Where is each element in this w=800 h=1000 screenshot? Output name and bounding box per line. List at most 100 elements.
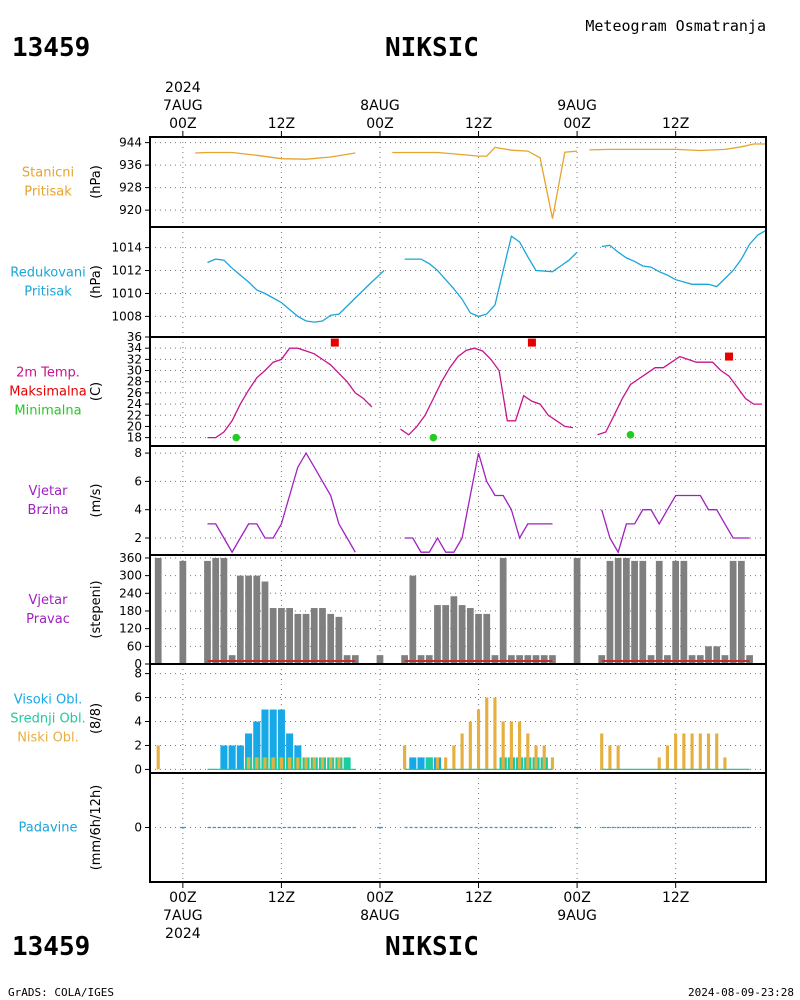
low-cloud-bar — [518, 721, 522, 770]
low-cloud-bar — [476, 709, 481, 770]
time-tick-top: 12Z — [662, 116, 689, 132]
series-line — [207, 258, 385, 323]
direction-bar — [705, 646, 712, 664]
direction-bar — [573, 557, 581, 664]
y-tick-label: 2 — [134, 738, 142, 752]
direction-bar — [713, 646, 721, 664]
y-tick-label: 24 — [127, 397, 142, 411]
high-cloud-bar — [253, 721, 261, 770]
direction-bar — [302, 613, 310, 664]
direction-bar — [606, 560, 614, 664]
date-label-bottom: 9AUG — [557, 908, 597, 924]
y-axis-unit: (hPa) — [89, 265, 104, 299]
low-cloud-bar — [665, 745, 670, 770]
panel-label: Visoki Obl. — [14, 693, 82, 708]
year-label-top: 2024 — [165, 80, 201, 96]
panel-label: Vjetar — [29, 593, 69, 608]
series-line — [589, 143, 766, 152]
mid-cloud-bar — [343, 757, 351, 770]
low-cloud-bar — [246, 757, 251, 770]
series-line — [207, 347, 373, 439]
direction-bar — [721, 655, 729, 664]
y-tick-label: 8 — [134, 667, 142, 681]
direction-bar — [179, 560, 187, 664]
y-tick-label: 936 — [119, 158, 142, 172]
year-label-bottom: 2024 — [165, 926, 201, 942]
panel-label: Pritisak — [24, 185, 72, 200]
y-tick-label: 36 — [127, 330, 142, 344]
station-name-bottom: NIKSIC — [385, 932, 479, 962]
panel-label: Minimalna — [14, 404, 81, 419]
direction-bar — [655, 560, 663, 664]
direction-bar — [508, 655, 515, 664]
y-tick-label: 0 — [134, 657, 142, 671]
direction-bar — [623, 557, 630, 664]
low-cloud-bar — [542, 745, 546, 770]
station-id-bottom: 13459 — [12, 932, 90, 962]
direction-bar — [639, 560, 647, 664]
credit: GrADS: COLA/IGES — [8, 986, 114, 999]
panel-label: Niski Obl. — [17, 731, 79, 746]
tmin-marker — [232, 433, 241, 442]
panel-label: 2m Temp. — [16, 366, 80, 381]
time-tick-bottom: 00Z — [169, 890, 196, 906]
low-cloud-bar — [550, 757, 555, 770]
low-cloud-bar — [608, 745, 612, 770]
direction-bar — [688, 655, 696, 664]
y-tick-label: 18 — [127, 431, 142, 445]
time-tick-top: 12Z — [268, 116, 295, 132]
low-cloud-bar — [509, 721, 513, 770]
direction-bar — [458, 605, 466, 664]
y-axis-unit: (hPa) — [89, 165, 104, 199]
tmax-marker — [725, 352, 734, 361]
y-tick-label: 928 — [119, 181, 142, 195]
direction-bar — [245, 575, 252, 664]
low-cloud-bar — [690, 733, 694, 770]
y-tick-label: 180 — [119, 604, 142, 618]
low-cloud-bar — [715, 733, 719, 770]
timestamp: 2024-08-09-23:28 — [688, 986, 794, 999]
y-axis-unit: (8/8) — [89, 703, 104, 734]
direction-bar — [261, 581, 269, 664]
y-tick-label: 0 — [134, 821, 142, 835]
panel-label: Srednji Obl. — [10, 712, 85, 727]
low-cloud-bar — [674, 733, 678, 770]
low-cloud-bar — [468, 721, 472, 770]
time-tick-bottom: 00Z — [366, 890, 393, 906]
high-cloud-bar — [277, 709, 285, 770]
direction-bar — [401, 655, 408, 664]
direction-bar — [319, 608, 326, 664]
y-tick-label: 1014 — [111, 241, 142, 255]
series-line — [392, 146, 578, 219]
y-tick-label: 30 — [127, 364, 142, 378]
direction-bar — [483, 613, 491, 664]
direction-bar — [286, 608, 293, 664]
date-label-top: 8AUG — [360, 98, 400, 114]
time-tick-bottom: 12Z — [662, 890, 689, 906]
y-tick-label: 2 — [134, 531, 142, 545]
date-label-bottom: 8AUG — [360, 908, 400, 924]
direction-bar — [327, 613, 335, 664]
series-line — [404, 235, 578, 318]
high-cloud-bar — [220, 745, 228, 770]
direction-bar — [598, 655, 606, 664]
direction-bar — [540, 655, 548, 664]
low-cloud-bar — [493, 697, 497, 770]
low-cloud-bar — [304, 757, 308, 770]
direction-bar — [351, 655, 359, 664]
high-cloud-bar — [228, 745, 236, 770]
y-tick-label: 20 — [127, 419, 142, 433]
low-cloud-bar — [320, 757, 325, 770]
station-id-top: 13459 — [12, 33, 90, 63]
direction-bar — [154, 557, 162, 664]
direction-bar — [228, 655, 236, 664]
low-cloud-bar — [460, 733, 464, 770]
panel-label: Padavine — [19, 821, 78, 836]
tmax-marker — [527, 338, 536, 347]
low-cloud-bar — [279, 757, 284, 770]
low-cloud-bar — [263, 757, 267, 770]
direction-bar — [278, 608, 285, 664]
tmin-marker — [626, 431, 635, 439]
direction-bar — [335, 616, 343, 664]
y-tick-label: 28 — [127, 375, 142, 389]
